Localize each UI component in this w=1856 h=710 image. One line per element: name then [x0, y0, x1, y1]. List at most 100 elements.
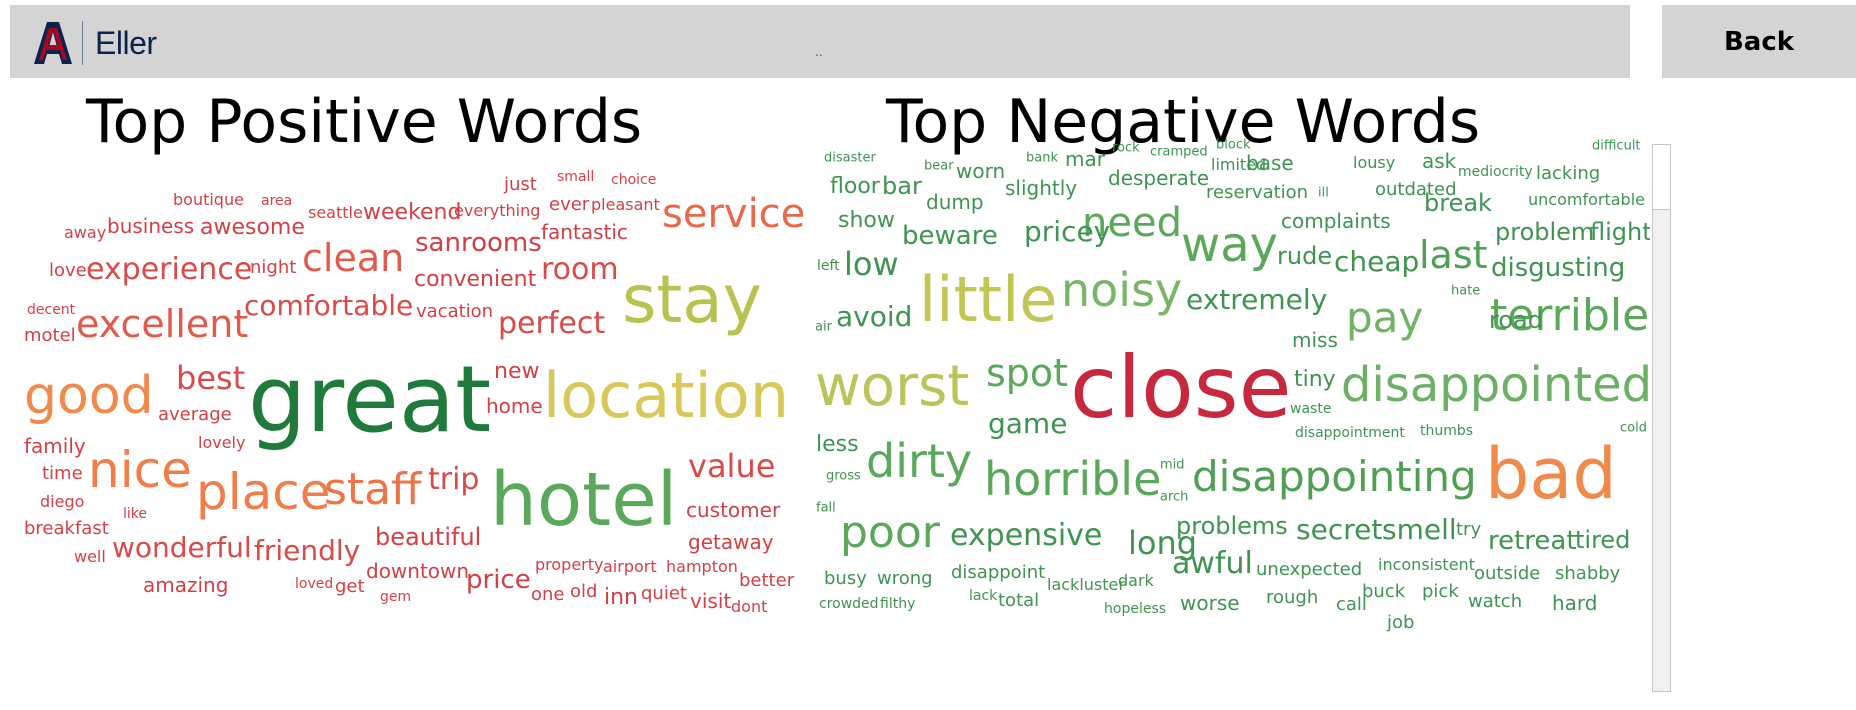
negative-cloud-scrollbar[interactable]: [1652, 144, 1671, 692]
negative-word-problem: problem: [1495, 218, 1595, 246]
negative-word-dark: dark: [1118, 571, 1154, 590]
negative-word-bar: bar: [882, 172, 922, 200]
positive-word-everything: everything: [454, 201, 541, 220]
negative-word-spot: spot: [986, 351, 1069, 395]
positive-word-area: area: [261, 193, 293, 209]
negative-word-uncomfortable: uncomfortable: [1528, 190, 1645, 209]
negative-word-block: block: [1216, 137, 1251, 153]
negative-word-smell: smell: [1382, 513, 1457, 546]
negative-word-way: way: [1181, 217, 1279, 273]
positive-word-like: like: [123, 506, 148, 522]
positive-word-convenient: convenient: [414, 267, 537, 292]
positive-word-small: small: [557, 169, 595, 185]
negative-word-little: little: [919, 263, 1058, 336]
negative-word-waste: waste: [1290, 401, 1332, 417]
positive-word-hotel: hotel: [490, 457, 678, 543]
negative-word-long: long: [1128, 524, 1198, 562]
negative-word-need: need: [1082, 200, 1182, 246]
negative-word-expensive: expensive: [950, 518, 1103, 553]
header-bar: Eller ..: [10, 5, 1630, 78]
positive-word-one: one: [531, 584, 565, 605]
positive-word-amazing: amazing: [143, 573, 229, 597]
positive-word-value: value: [688, 447, 776, 485]
negative-word-flight: flight: [1590, 218, 1650, 246]
positive-word-dont: dont: [731, 597, 768, 616]
negative-word-cramped: cramped: [1150, 144, 1208, 160]
negative-word-filthy: filthy: [880, 596, 916, 612]
positive-word-perfect: perfect: [498, 306, 606, 341]
negative-word-low: low: [844, 245, 899, 283]
positive-word-hampton: hampton: [666, 557, 738, 576]
negative-word-awful: awful: [1172, 546, 1253, 581]
positive-word-pleasant: pleasant: [591, 195, 660, 214]
negative-word-rock: rock: [1112, 140, 1140, 156]
positive-word-ever: ever: [549, 194, 590, 215]
negative-word-break: break: [1424, 189, 1492, 217]
negative-word-base: base: [1246, 151, 1294, 175]
positive-word-fantastic: fantastic: [541, 220, 628, 244]
negative-word-thumbs: thumbs: [1420, 423, 1474, 439]
positive-word-quiet: quiet: [641, 583, 687, 604]
positive-word-excellent: excellent: [76, 302, 249, 346]
positive-word-family: family: [24, 434, 86, 458]
negative-word-avoid: avoid: [836, 300, 913, 333]
positive-word-property: property: [535, 555, 604, 574]
negative-word-disappointment: disappointment: [1295, 425, 1405, 441]
negative-words-title: Top Negative Words: [886, 87, 1481, 157]
positive-word-airport: airport: [603, 557, 657, 576]
negative-word-arch: arch: [1160, 489, 1189, 505]
positive-word-cloud: great hotel stay location good nice place staff…: [0, 0, 810, 710]
negative-word-gross: gross: [826, 468, 861, 484]
negative-word-retreat: retreat: [1488, 526, 1577, 556]
positive-word-breakfast: breakfast: [24, 518, 109, 539]
positive-words-title: Top Positive Words: [86, 87, 643, 157]
negative-word-poor: poor: [840, 507, 940, 558]
positive-word-downtown: downtown: [366, 559, 470, 583]
positive-word-great: great: [248, 346, 492, 453]
positive-word-inn: inn: [604, 585, 638, 610]
positive-word-sanrooms: sanrooms: [415, 228, 542, 258]
positive-word-just: just: [504, 174, 537, 195]
negative-word-bad: bad: [1485, 433, 1617, 515]
negative-word-pricey: pricey: [1024, 215, 1111, 248]
negative-word-game: game: [988, 407, 1068, 440]
negative-word-outdated: outdated: [1375, 179, 1457, 200]
positive-word-motel: motel: [24, 325, 76, 346]
positive-word-boutique: boutique: [173, 190, 244, 209]
positive-word-friendly: friendly: [254, 534, 361, 567]
negative-word-fall: fall: [816, 500, 836, 516]
logo-divider: [82, 21, 83, 65]
negative-word-hate: hate: [1451, 283, 1481, 299]
negative-word-busy: busy: [824, 568, 867, 589]
positive-word-wonderful: wonderful: [112, 531, 252, 564]
negative-word-total: total: [998, 590, 1040, 611]
negative-word-cheap: cheap: [1334, 245, 1420, 278]
negative-word-cloud: close bad little worst noisy disappointed terr…: [815, 137, 1650, 632]
negative-word-lackluster: lackluster: [1047, 575, 1125, 594]
positive-word-beautiful: beautiful: [375, 523, 482, 551]
negative-word-bank: bank: [1026, 150, 1058, 166]
negative-word-tired: tired: [1575, 526, 1631, 554]
negative-word-disappointing: disappointing: [1192, 452, 1477, 501]
positive-word-business: business: [107, 214, 195, 238]
negative-word-lack: lack: [969, 588, 998, 604]
back-button[interactable]: Back: [1662, 5, 1856, 78]
positive-word-nice: nice: [88, 441, 192, 499]
negative-word-tiny: tiny: [1294, 367, 1336, 392]
negative-word-limited: limited: [1211, 155, 1267, 174]
negative-word-close: close: [1070, 338, 1292, 438]
negative-word-floor: floor: [830, 174, 880, 199]
positive-word-location: location: [543, 359, 790, 432]
negative-word-worse: worse: [1180, 591, 1240, 615]
positive-word-price: price: [466, 565, 531, 595]
negative-word-noisy: noisy: [1061, 263, 1183, 317]
positive-word-choice: choice: [611, 172, 657, 188]
positive-word-away: away: [64, 223, 107, 242]
positive-word-old: old: [570, 581, 598, 602]
scrollbar-thumb[interactable]: [1653, 145, 1670, 210]
negative-word-show: show: [838, 208, 895, 233]
positive-word-gem: gem: [380, 589, 412, 605]
negative-word-disappoint: disappoint: [951, 562, 1046, 583]
negative-word-disgusting: disgusting: [1491, 253, 1626, 283]
positive-word-get: get: [335, 576, 365, 597]
